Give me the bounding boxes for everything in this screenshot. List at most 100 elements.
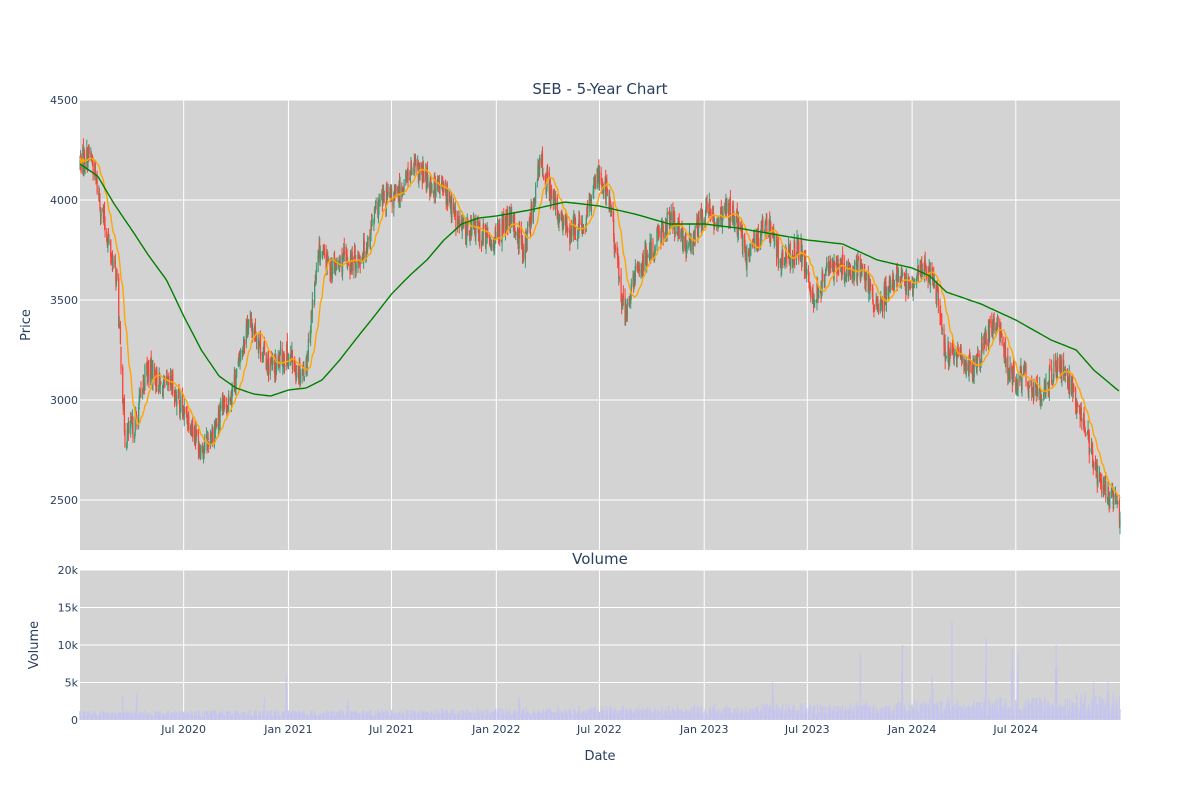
candle-body: [306, 356, 308, 372]
candle-body: [562, 222, 565, 226]
candle-body: [547, 170, 549, 175]
candle-body: [118, 278, 120, 326]
candle-body: [337, 259, 339, 264]
candle-body: [834, 262, 836, 268]
volume-bar: [156, 714, 158, 720]
candle-body: [155, 381, 157, 387]
candle-body: [483, 224, 485, 229]
volume-bar: [326, 709, 328, 720]
candle-body: [327, 260, 329, 262]
volume-bar: [303, 712, 306, 720]
candle-body: [861, 265, 863, 271]
volume-bar: [1116, 705, 1118, 720]
candle-body: [329, 258, 331, 275]
candle-body: [310, 311, 312, 325]
volume-bar: [877, 712, 880, 720]
candle-body: [224, 396, 226, 403]
candle-body: [1013, 364, 1015, 378]
candle-body: [844, 278, 847, 282]
candle-body: [533, 200, 536, 207]
volume-bar: [381, 709, 383, 720]
candle-body: [749, 249, 751, 262]
candle-body: [1095, 469, 1097, 471]
candle-body: [1111, 488, 1114, 494]
volume-bar: [377, 709, 379, 720]
candle-body: [139, 396, 141, 399]
volume-bars: [79, 620, 1121, 720]
candle-body: [341, 263, 344, 275]
volume-bar: [439, 713, 441, 720]
candle-body: [776, 250, 778, 255]
volume-bar: [798, 710, 800, 720]
volume-bar: [274, 710, 276, 720]
candle-body: [144, 365, 146, 390]
candle-body: [275, 365, 278, 373]
candle-body: [589, 195, 591, 198]
volume-bar: [204, 710, 206, 720]
candle-body: [435, 187, 437, 197]
candle-body: [1085, 433, 1087, 435]
candle-body: [128, 428, 130, 431]
candle-body: [330, 275, 332, 279]
candle-body: [237, 360, 239, 367]
candle-body: [864, 270, 866, 282]
candle-body: [122, 367, 124, 403]
candle-body: [925, 267, 927, 269]
candle-body: [382, 188, 385, 194]
volume-bar: [171, 712, 173, 720]
candle-body: [956, 356, 958, 360]
candle-body: [142, 389, 144, 394]
candle-body: [756, 233, 758, 245]
volume-bar: [319, 712, 321, 720]
candle-body: [1100, 473, 1102, 482]
volume-bar: [638, 711, 640, 720]
candle-body: [83, 150, 86, 165]
candle-body: [760, 231, 762, 247]
candle-body: [1084, 430, 1086, 435]
volume-bar: [661, 706, 663, 720]
candle-body: [1007, 373, 1009, 380]
candle-body: [413, 162, 415, 175]
candle-body: [961, 356, 963, 364]
candle-body: [94, 163, 96, 175]
candle-body: [933, 281, 935, 288]
candle-body: [464, 225, 467, 239]
candle-body: [532, 200, 534, 223]
volume-bar: [459, 710, 461, 720]
volume-y-axis-label: Volume: [27, 621, 42, 669]
candle-body: [814, 299, 816, 302]
candle-body: [148, 368, 150, 381]
candle-body: [343, 246, 345, 257]
volume-bar: [363, 709, 365, 720]
candle-body: [303, 376, 306, 380]
volume-bar: [1057, 708, 1059, 720]
candle-body: [838, 264, 840, 268]
candle-body: [598, 172, 601, 189]
volume-bar: [120, 713, 122, 720]
volume-bar: [1113, 701, 1115, 720]
candle-body: [648, 245, 651, 258]
volume-bar: [451, 709, 453, 720]
volume-bar: [88, 711, 90, 720]
candle-body: [294, 365, 296, 374]
candle-body: [744, 234, 746, 249]
candle-body: [1081, 419, 1083, 423]
candle-body: [737, 236, 739, 238]
candle-body: [948, 360, 950, 365]
volume-bar: [1037, 705, 1039, 720]
volume-bar: [395, 711, 397, 720]
volume-bar: [909, 711, 912, 720]
candle-body: [957, 348, 959, 353]
candle-body: [734, 221, 736, 226]
candle-body: [367, 238, 369, 250]
volume-bar: [810, 704, 812, 720]
candle-body: [218, 423, 221, 428]
candle-body: [453, 203, 455, 211]
candle-body: [869, 284, 872, 287]
candle-body: [286, 341, 288, 358]
volume-bar: [901, 645, 904, 720]
volume-bar: [519, 704, 521, 720]
volume-bar: [387, 711, 389, 720]
candle-body: [228, 394, 230, 405]
candle-body: [808, 272, 810, 282]
